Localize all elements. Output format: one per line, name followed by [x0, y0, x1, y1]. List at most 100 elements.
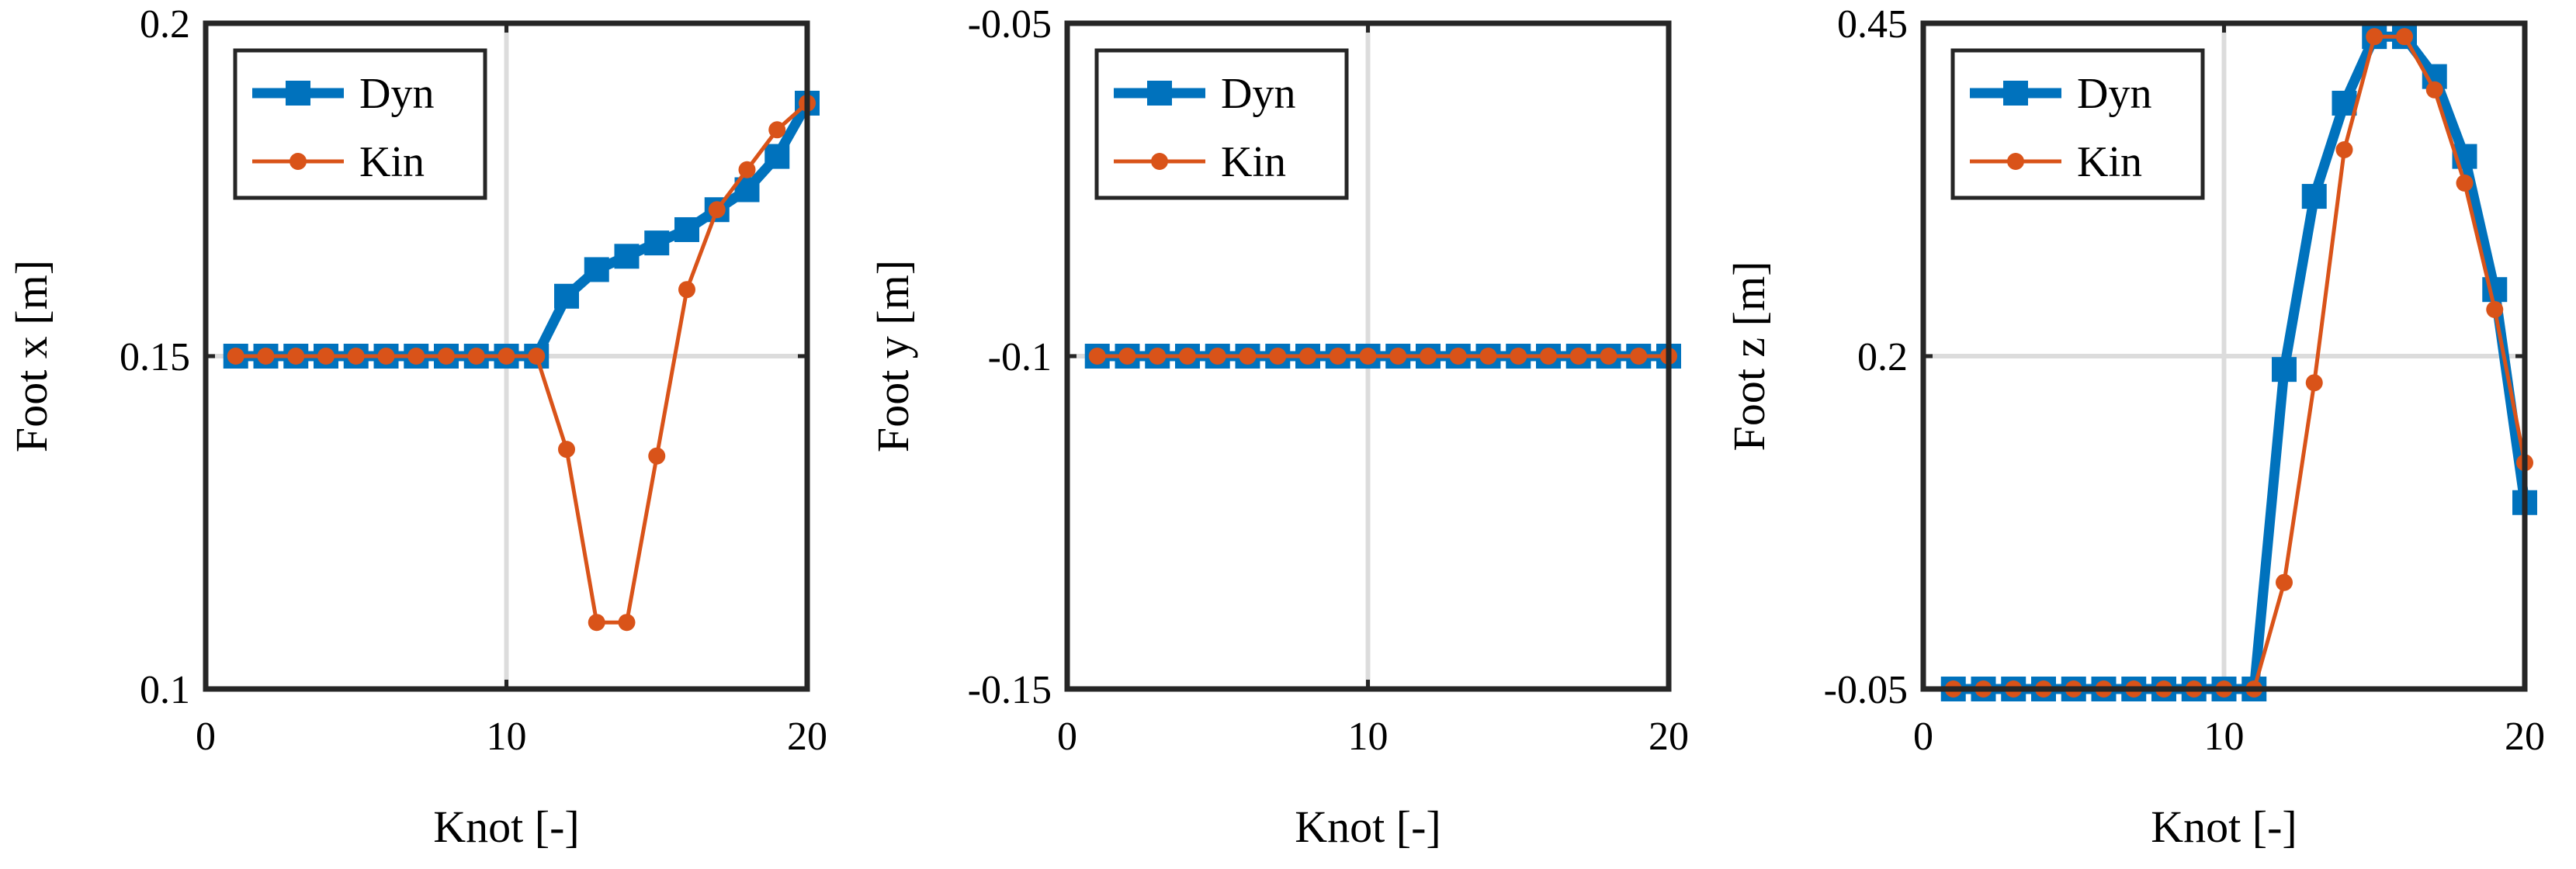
foot-x-legend-dyn-label: Dyn [359, 70, 434, 118]
foot-x-kin-point-5 [347, 348, 365, 365]
foot-x-kin-point-14 [618, 614, 636, 632]
foot-z-kin-point-18 [2456, 174, 2474, 192]
foot-y-kin-point-12 [1420, 348, 1437, 365]
foot-z-kin-point-19 [2486, 300, 2504, 318]
foot-z-legend-kin-label: Kin [2077, 138, 2142, 186]
foot-x-legend-kin-label: Kin [359, 138, 425, 186]
foot-x-dyn-point-16 [674, 216, 699, 242]
foot-y-xtick-label-1: 10 [1348, 715, 1389, 759]
foot-x-kin-point-10 [498, 348, 515, 365]
foot-y-legend-kin-label: Kin [1221, 138, 1286, 186]
foot-x-kin-point-16 [678, 281, 695, 299]
foot-y-kin-point-2 [1118, 348, 1136, 365]
foot-y-kin-point-15 [1510, 348, 1527, 365]
foot-x-axes-box [203, 20, 810, 692]
foot-x-kin-point-19 [768, 121, 786, 139]
foot-y-kin-point-7 [1269, 348, 1287, 365]
foot-x-kin-point-15 [648, 447, 666, 465]
foot-x-legend-box [233, 48, 487, 200]
foot-z-xtick-label-1: 10 [2204, 715, 2245, 759]
foot-y-kin-point-10 [1359, 348, 1377, 365]
foot-y-legend: Dyn Kin [1094, 48, 1349, 200]
foot-y-legend-dyn-label: Dyn [1221, 70, 1295, 118]
foot-x-kin-point-18 [738, 161, 756, 178]
foot-z-ytick-label-0: -0.05 [1824, 668, 1908, 712]
foot-x-kin-point-3 [287, 348, 305, 365]
foot-z-ytick-label-1: 0.2 [1857, 335, 1908, 379]
foot-x-kin-point-4 [317, 348, 335, 365]
foot-y-kin-point-17 [1569, 348, 1587, 365]
foot-z-ylabel: Foot z [m] [1724, 261, 1774, 452]
foot-z-kin-point-16 [2396, 28, 2413, 46]
foot-y-legend-box [1094, 48, 1349, 200]
foot-z-kin-point-15 [2366, 28, 2384, 46]
foot-z-dyn-point-13 [2301, 184, 2327, 209]
foot-z-xtick-label-2: 20 [2505, 715, 2545, 759]
foot-y-xtick-label-0: 0 [1057, 715, 1077, 759]
foot-y-ytick-label-0: -0.15 [968, 668, 1052, 712]
foot-y-ytick-label-1: -0.1 [988, 335, 1052, 379]
foot-y-kin-point-3 [1149, 348, 1167, 365]
foot-x-kin-point-12 [558, 441, 575, 459]
foot-x-kin-point-11 [528, 348, 546, 365]
foot-x-dyn-point-19 [764, 144, 790, 169]
foot-x-ytick-label-0: 0.1 [140, 668, 190, 712]
foot-x-kin-point-8 [438, 348, 455, 365]
foot-x-dyn-point-13 [584, 257, 609, 282]
foot-y-legend-dyn-marker [1147, 81, 1172, 106]
foot-y-kin-point-19 [1630, 348, 1648, 365]
foot-x-kin-point-6 [377, 348, 395, 365]
foot-y-xtick-label-2: 20 [1649, 715, 1689, 759]
foot-y-legend-kin-marker [1151, 153, 1168, 170]
foot-y-kin-point-4 [1179, 348, 1196, 365]
foot-z-xtick-label-0: 0 [1913, 715, 1933, 759]
foot-x-ytick-label-1: 0.15 [120, 335, 190, 379]
foot-y-kin-point-1 [1088, 348, 1106, 365]
foot-z-legend-kin-marker [2007, 153, 2024, 170]
foot-z-dyn-point-12 [2272, 357, 2297, 383]
foot-x-legend: Dyn Kin [233, 48, 487, 200]
foot-x-dyn-point-15 [644, 230, 670, 256]
foot-x-legend-kin-marker [289, 153, 307, 170]
foot-x-kin-point-13 [588, 614, 605, 632]
foot-x-kin-point-1 [227, 348, 244, 365]
foot-x-xtick-label-1: 10 [487, 715, 527, 759]
foot-y-ytick-label-2: -0.05 [968, 2, 1052, 47]
foot-y-ylabel: Foot y [m] [868, 260, 918, 452]
foot-x-kin-point-17 [708, 201, 726, 219]
foot-x-xlabel: Knot [-] [433, 801, 579, 852]
foot-y-kin-point-18 [1600, 348, 1617, 365]
foot-x-kin-point-2 [257, 348, 275, 365]
foot-y-kin-point-6 [1239, 348, 1257, 365]
chart-foot-z: 0 10 20 -0.05 0.2 0.45 Knot [-] Foot z [m] Dyn Ki… [1724, 2, 2545, 852]
foot-z-kin-point-17 [2425, 81, 2443, 99]
foot-y-kin-point-11 [1389, 348, 1407, 365]
foot-y-xlabel: Knot [-] [1295, 801, 1441, 852]
foot-x-legend-dyn-marker [286, 81, 310, 106]
foot-z-legend-box [1950, 48, 2205, 200]
foot-z-xlabel: Knot [-] [2151, 801, 2297, 852]
foot-x-dyn-point-12 [554, 283, 579, 309]
foot-z-legend-dyn-label: Dyn [2077, 70, 2151, 118]
foot-z-legend: Dyn Kin [1950, 48, 2205, 200]
foot-z-ytick-label-2: 0.45 [1837, 2, 1908, 47]
foot-z-kin-point-12 [2276, 573, 2293, 591]
foot-y-kin-point-9 [1329, 348, 1347, 365]
chart-foot-x: 0 10 20 0.1 0.15 0.2 Knot [-] Foot x [m] Dyn Kin [6, 2, 827, 852]
foot-x-dyn-point-14 [614, 244, 640, 269]
foot-y-kin-point-14 [1479, 348, 1497, 365]
foot-x-ylabel: Foot x [m] [6, 260, 57, 452]
chart-foot-y: 0 10 20 -0.15 -0.1 -0.05 Knot [-] Foot y [m] Dyn… [868, 2, 1689, 852]
foot-z-legend-dyn-marker [2003, 81, 2028, 106]
foot-x-ytick-label-2: 0.2 [140, 2, 190, 47]
foot-y-axes-box [1064, 20, 1672, 692]
foot-x-kin-point-7 [407, 348, 425, 365]
foot-y-kin-point-5 [1208, 348, 1226, 365]
foot-y-kin-point-8 [1299, 348, 1316, 365]
foot-x-xtick-label-0: 0 [196, 715, 216, 759]
foot-y-kin-point-13 [1449, 348, 1467, 365]
foot-z-kin-point-14 [2335, 141, 2353, 159]
foot-y-kin-point-16 [1540, 348, 1557, 365]
foot-z-kin-point-13 [2305, 374, 2323, 392]
